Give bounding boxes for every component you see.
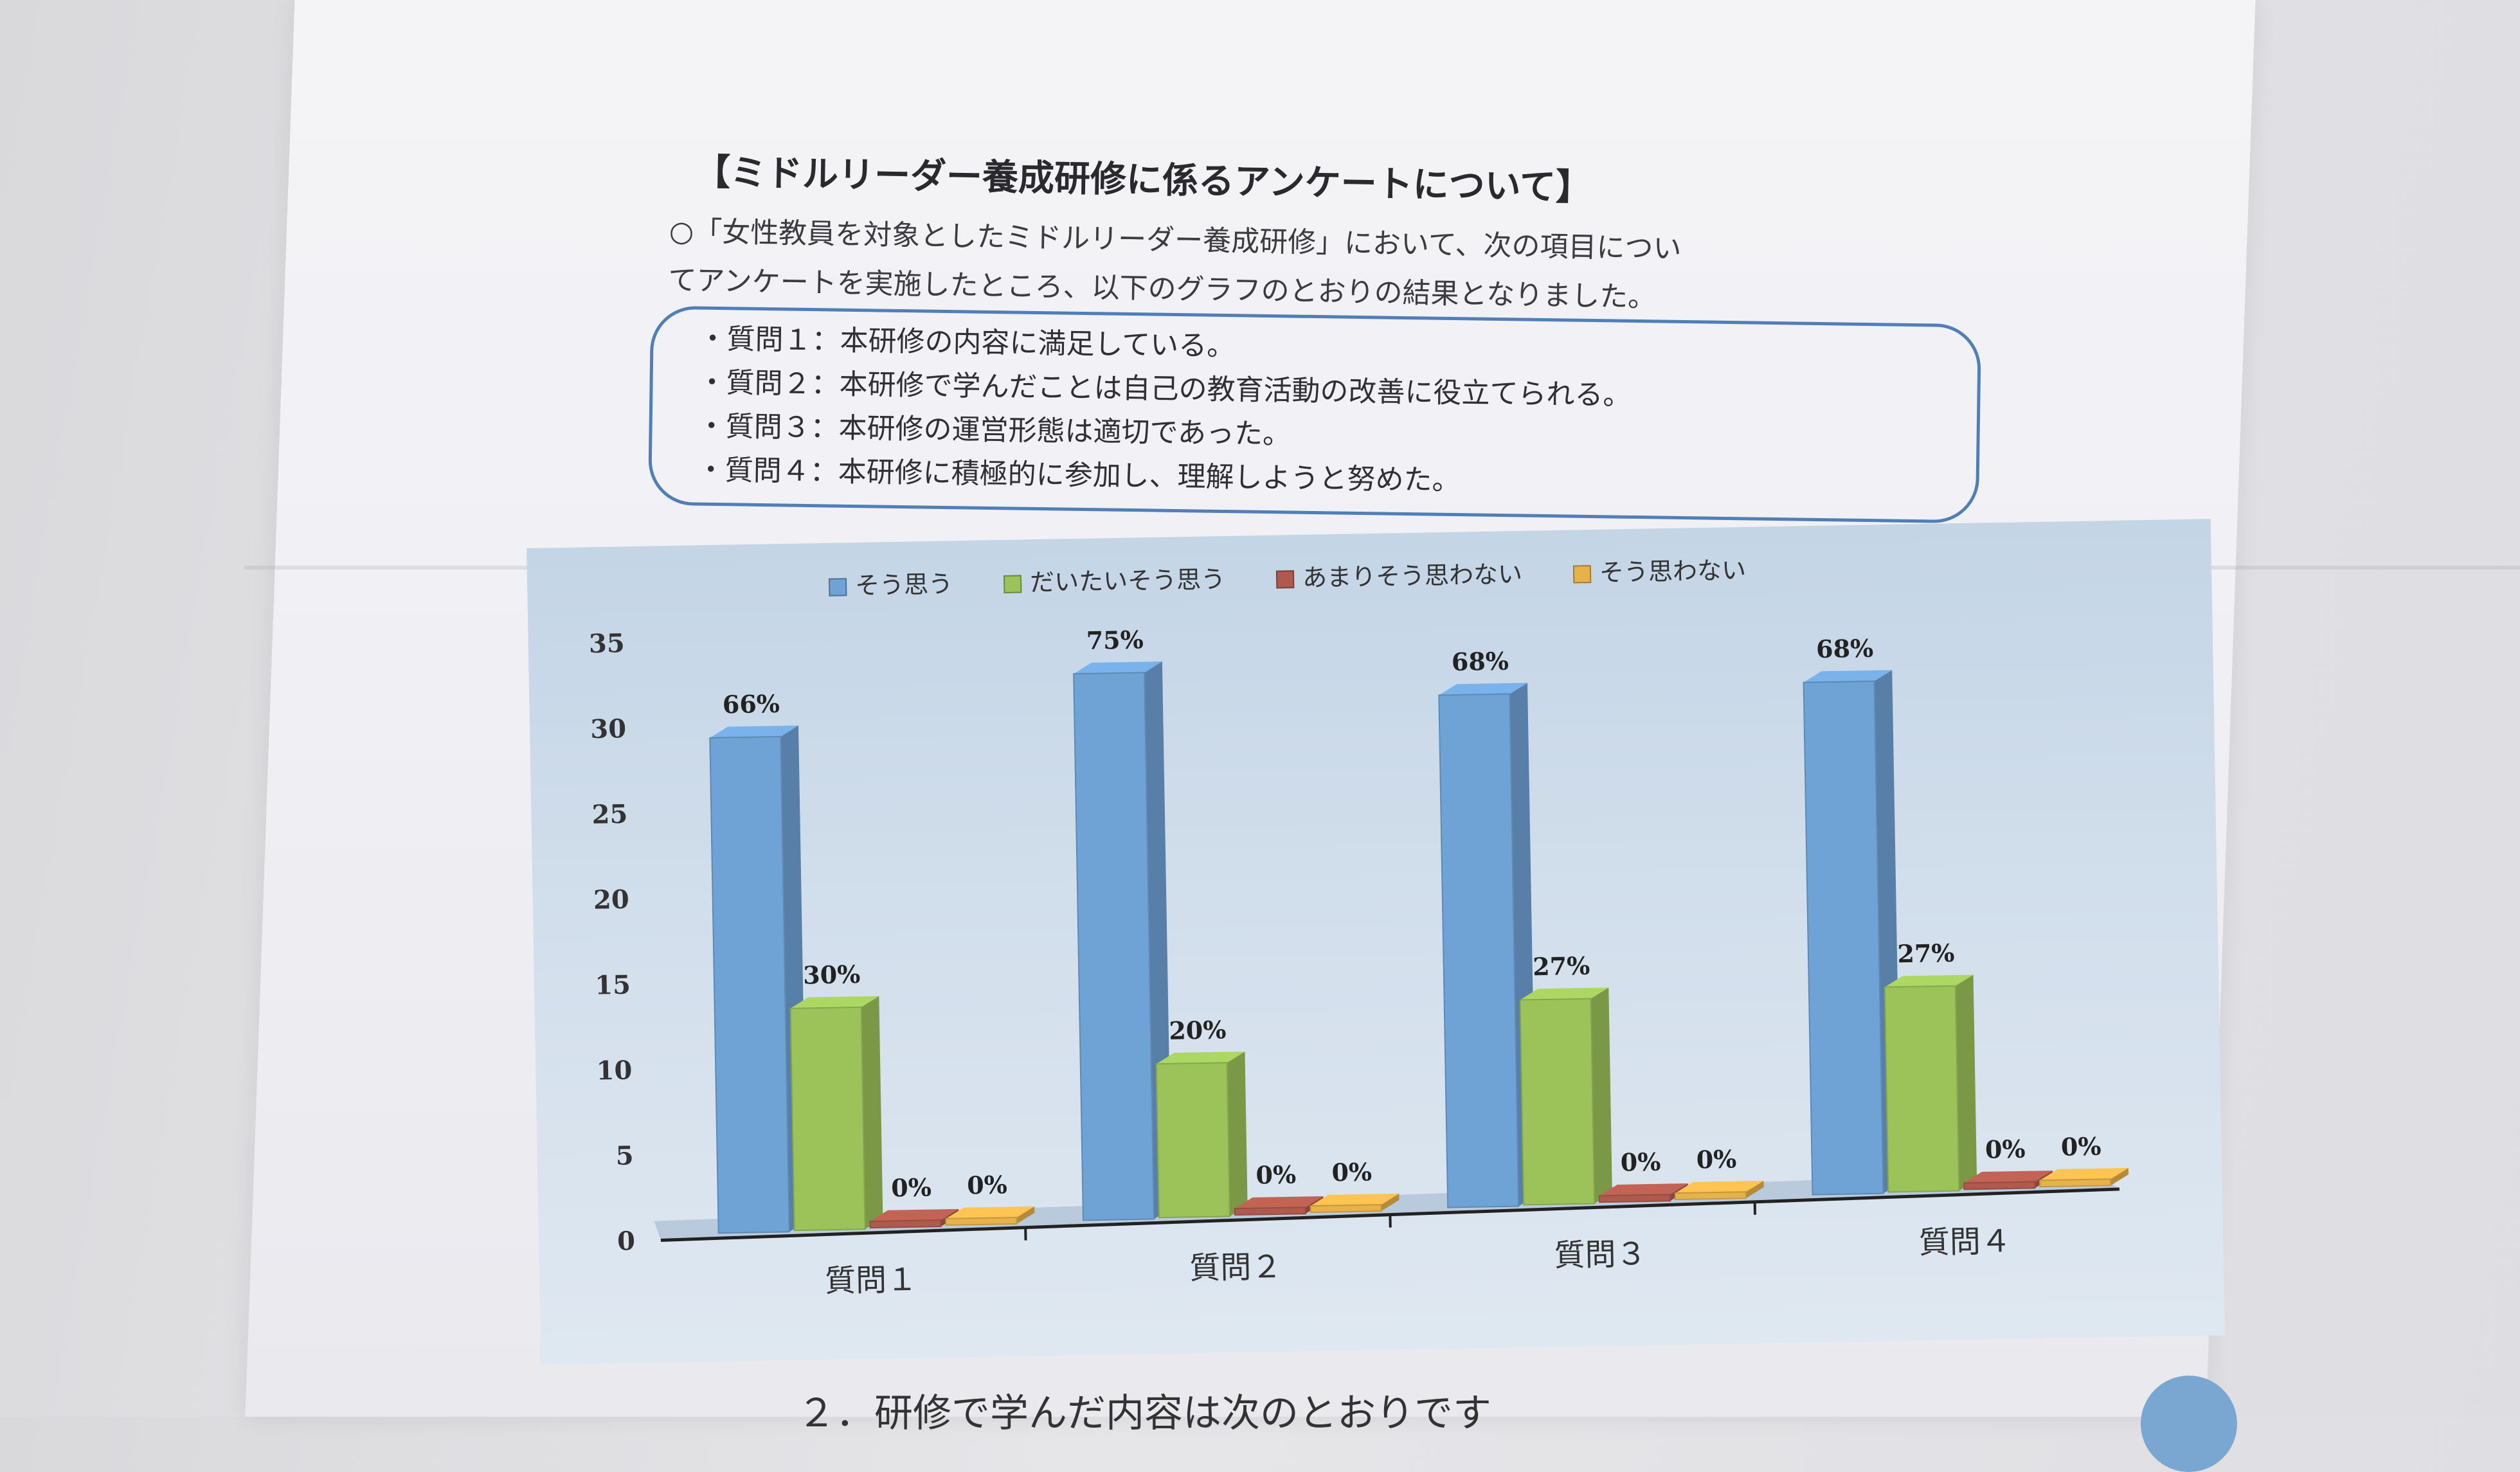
legend-swatch <box>829 579 846 595</box>
x-category-label: 質問２ <box>1189 1249 1282 1287</box>
legend-label: そう思う <box>855 570 953 600</box>
bar-2-1 <box>791 1007 865 1230</box>
data-label: 68% <box>1816 634 1874 664</box>
legend-swatch <box>1004 576 1021 593</box>
bottom-partial-text: ２．研修で学んだ内容は次のとおりです <box>797 1382 1491 1438</box>
data-label: 0% <box>891 1172 932 1202</box>
survey-bar-chart: 0 5 10 15 20 25 30 35 66% 30% 0% 0% 質問１ 75% 20% 0% 0% 質問２… <box>526 519 2225 1365</box>
legend-swatch <box>1574 566 1590 582</box>
bar-2-3 <box>1520 999 1595 1205</box>
data-label: 0% <box>1256 1160 1296 1189</box>
bar-4-1 <box>946 1217 1016 1225</box>
y-tick-label: 35 <box>589 628 625 659</box>
data-label: 0% <box>2061 1132 2102 1162</box>
survey-chart-panel: 0 5 10 15 20 25 30 35 66% 30% 0% 0% 質問１ 75% 20% 0% 0% 質問２… <box>526 519 2225 1365</box>
data-label: 68% <box>1452 647 1509 677</box>
bar-3-1 <box>870 1220 941 1228</box>
y-tick-label: 10 <box>596 1055 632 1086</box>
bar-2-4 <box>1885 986 1959 1192</box>
y-tick-label: 5 <box>615 1140 634 1171</box>
x-category-label: 質問３ <box>1554 1236 1647 1274</box>
data-label: 30% <box>803 960 861 990</box>
bar-3-2 <box>1235 1207 1306 1215</box>
y-tick-label: 15 <box>595 970 631 1001</box>
data-label: 27% <box>1897 938 1955 969</box>
data-label: 0% <box>1696 1144 1736 1174</box>
data-label: 27% <box>1533 951 1590 982</box>
data-label: 20% <box>1169 1015 1227 1045</box>
bar-1-4 <box>1804 681 1884 1195</box>
data-label: 0% <box>967 1170 1007 1199</box>
blue-circle-mark <box>2141 1376 2237 1472</box>
y-tick-label: 30 <box>590 714 626 744</box>
legend-swatch <box>1277 571 1293 588</box>
bar-3-4 <box>1964 1181 2035 1189</box>
y-tick-label: 0 <box>617 1226 636 1256</box>
data-label: 66% <box>723 689 780 719</box>
y-tick-label: 25 <box>591 799 627 830</box>
bar-side <box>1227 1052 1247 1216</box>
bar-3-3 <box>1599 1194 1670 1202</box>
data-label: 75% <box>1086 625 1144 655</box>
bar-4-2 <box>1311 1205 1382 1212</box>
bar-4-3 <box>1675 1192 1746 1199</box>
legend-label: あまりそう思わない <box>1302 560 1523 592</box>
bar-1-2 <box>1074 672 1154 1220</box>
legend-label: だいたいそう思う <box>1030 565 1226 597</box>
bar-2-2 <box>1156 1063 1230 1217</box>
legend-label: そう思わない <box>1599 556 1747 587</box>
bar-1-1 <box>710 737 789 1233</box>
data-label: 0% <box>1331 1157 1372 1187</box>
bar-1-3 <box>1439 694 1518 1208</box>
question-list-box: 質問１：本研修の内容に満足している。 質問２：本研修で学んだことは自己の教育活動… <box>648 306 1981 524</box>
data-label: 0% <box>1985 1135 2026 1164</box>
x-category-label: 質問１ <box>825 1262 918 1300</box>
bar-4-4 <box>2040 1179 2110 1187</box>
x-category-label: 質問４ <box>1918 1223 2012 1261</box>
y-tick-label: 20 <box>593 884 629 915</box>
data-label: 0% <box>1620 1147 1661 1177</box>
